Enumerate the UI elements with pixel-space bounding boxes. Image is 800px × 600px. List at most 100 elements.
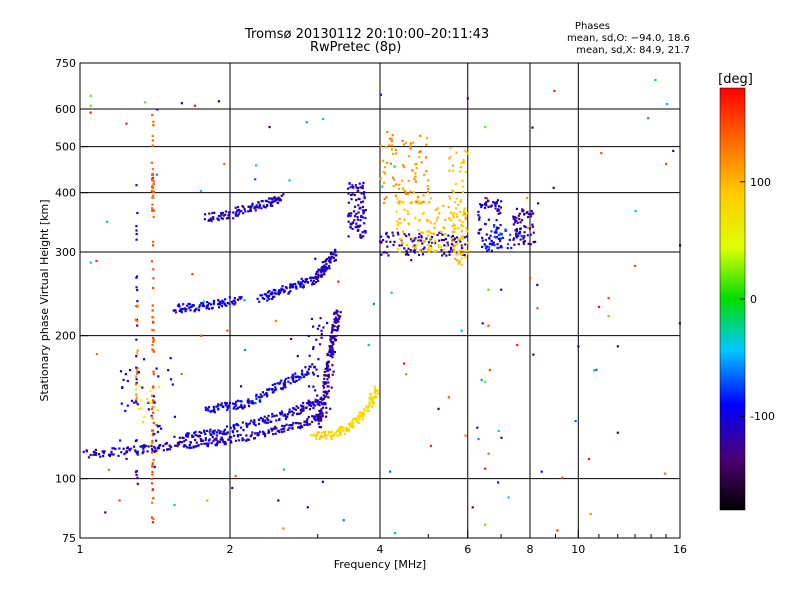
echo-point: [332, 312, 336, 316]
echo-point: [358, 182, 361, 185]
echo-point: [282, 527, 285, 530]
echo-point: [634, 264, 637, 268]
echo-point: [308, 354, 311, 357]
echo-point: [238, 208, 241, 212]
echo-point: [327, 430, 330, 434]
echo-point: [500, 200, 503, 203]
echo-point: [501, 236, 505, 239]
echo-point: [150, 161, 153, 164]
echo-point: [220, 402, 223, 405]
echo-point: [350, 420, 353, 423]
echo-point: [120, 402, 123, 405]
echo-point: [99, 455, 102, 458]
echo-point: [376, 389, 379, 392]
echo-point: [178, 436, 181, 439]
echo-point: [167, 369, 170, 372]
echo-point: [335, 311, 338, 314]
echo-point: [153, 465, 156, 469]
echo-point: [210, 219, 213, 223]
echo-point: [150, 477, 153, 480]
echo-point: [152, 421, 155, 425]
echo-point: [123, 453, 126, 456]
echo-point: [247, 423, 250, 426]
echo-point: [607, 315, 610, 318]
echo-point: [436, 216, 439, 219]
echo-point: [401, 139, 404, 143]
echo-point: [492, 200, 495, 204]
echo-point: [308, 423, 312, 426]
echo-point: [427, 229, 430, 233]
echo-point: [392, 234, 395, 237]
echo-point: [259, 400, 262, 403]
echo-point: [246, 400, 249, 403]
echo-point: [325, 434, 328, 437]
echo-point: [438, 239, 441, 242]
echo-point: [254, 206, 257, 209]
echo-point: [322, 326, 325, 329]
echo-point: [574, 419, 577, 423]
echo-point: [454, 227, 457, 230]
echo-point: [217, 306, 221, 309]
echo-point: [106, 220, 109, 223]
echo-point: [145, 397, 149, 401]
echo-point: [246, 425, 249, 428]
echo-point: [284, 417, 288, 421]
echo-point: [302, 407, 305, 410]
echo-point: [497, 227, 500, 230]
echo-point: [169, 445, 173, 449]
echo-point: [453, 200, 457, 204]
echo-point: [456, 259, 459, 262]
echo-point: [407, 253, 410, 257]
echo-point: [150, 445, 153, 448]
echo-point: [368, 401, 371, 404]
echo-point: [351, 193, 354, 196]
echo-point: [207, 409, 210, 412]
echo-point: [292, 411, 295, 415]
echo-point: [329, 431, 332, 434]
echo-point: [405, 373, 408, 376]
echo-point: [246, 438, 249, 441]
echo-point: [385, 240, 388, 243]
echo-point: [494, 207, 497, 210]
echo-point: [337, 324, 340, 327]
echo-point: [247, 402, 250, 405]
echo-point: [456, 216, 459, 219]
echo-point: [243, 404, 246, 407]
echo-point: [264, 419, 267, 422]
echo-point: [520, 219, 524, 222]
echo-point: [291, 414, 294, 417]
echo-point: [150, 260, 154, 263]
echo-point: [452, 240, 455, 243]
echo-point: [229, 426, 232, 429]
echo-point: [321, 260, 324, 264]
echo-point: [393, 532, 397, 535]
echo-point: [210, 409, 213, 413]
echo-point: [135, 286, 138, 289]
echo-point: [398, 202, 401, 205]
echo-point: [552, 186, 555, 189]
echo-point: [647, 117, 650, 120]
colorbar-tick-label: 100: [750, 176, 771, 189]
echo-point: [233, 303, 236, 306]
echo-point: [291, 283, 294, 287]
x-tick-label: 1: [77, 543, 84, 556]
echo-point: [396, 231, 399, 234]
echo-point: [275, 414, 278, 417]
echo-point: [135, 338, 138, 341]
echo-point: [518, 212, 521, 215]
echo-point: [227, 214, 230, 217]
echo-point: [521, 235, 524, 238]
echo-point: [94, 448, 97, 451]
echo-point: [509, 233, 512, 236]
echo-point: [398, 237, 402, 241]
echo-point: [314, 257, 317, 260]
echo-point: [329, 354, 332, 358]
echo-point: [395, 152, 398, 155]
echo-point: [430, 232, 433, 235]
echo-point: [422, 240, 425, 243]
echo-point: [110, 453, 114, 456]
echo-point: [484, 380, 487, 383]
echo-point: [347, 428, 351, 431]
echo-point: [304, 278, 307, 281]
echo-point: [355, 212, 358, 215]
